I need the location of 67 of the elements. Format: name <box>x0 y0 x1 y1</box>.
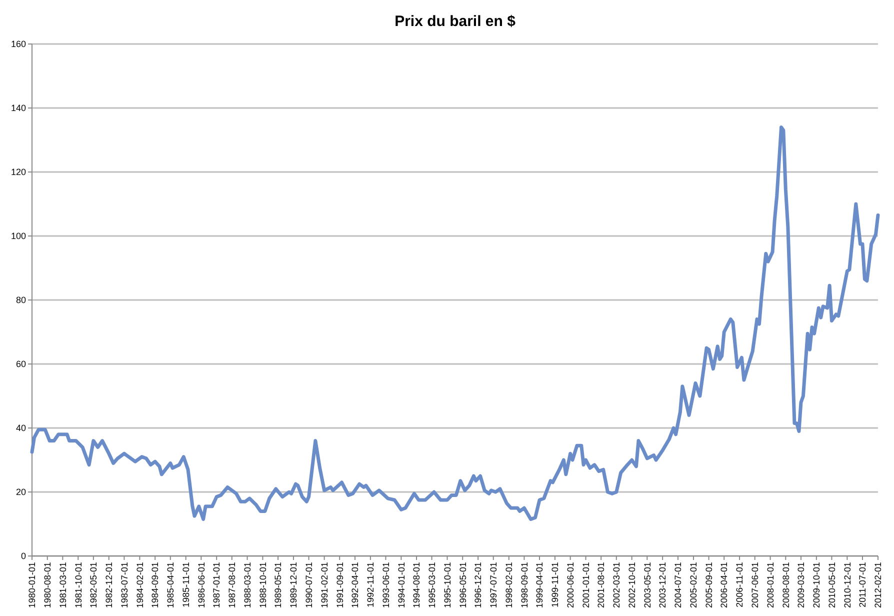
x-tick-label: 1981-10-01 <box>73 562 84 608</box>
x-tick-label: 2012-02-01 <box>873 562 884 608</box>
x-tick-label: 1996-12-01 <box>473 562 484 608</box>
x-tick-label: 1980-01-01 <box>27 562 38 608</box>
x-tick-label: 1980-08-01 <box>42 562 53 608</box>
y-tick-label: 140 <box>10 103 26 114</box>
x-tick-label: 2002-10-01 <box>626 562 637 608</box>
x-tick-label: 1991-09-01 <box>334 562 345 608</box>
x-tick-label: 1989-05-01 <box>273 562 284 608</box>
x-tick-label: 1991-02-01 <box>319 562 330 608</box>
x-tick-label: 1999-11-01 <box>550 562 560 608</box>
x-tick-label: 2001-01-01 <box>580 562 591 608</box>
x-tick-label: 1986-06-01 <box>196 562 206 608</box>
x-tick-label: 1987-01-01 <box>212 562 222 608</box>
x-tick-label: 2010-05-01 <box>826 562 837 608</box>
x-tick-label: 1988-03-01 <box>242 562 252 608</box>
y-tick-label: 40 <box>16 423 26 434</box>
chart-title: Prix du baril en $ <box>394 13 516 30</box>
x-tick-label: 1984-02-01 <box>134 562 145 608</box>
x-tick-label: 2006-04-01 <box>719 562 730 608</box>
x-tick-label: 2008-01-01 <box>765 562 776 608</box>
x-tick-label: 1984-09-01 <box>150 562 160 608</box>
x-tick-label: 2005-09-01 <box>704 562 714 608</box>
x-tick-label: 1987-08-01 <box>227 562 238 608</box>
x-tick-label: 1989-12-01 <box>288 562 299 608</box>
x-tick-label: 2003-05-01 <box>642 562 652 608</box>
x-tick-label: 2004-07-01 <box>673 562 684 608</box>
x-tick-label: 1992-11-01 <box>366 562 376 608</box>
y-tick-label: 80 <box>16 295 26 306</box>
x-tick-label: 1997-07-01 <box>488 562 499 608</box>
x-tick-label: 2001-08-01 <box>596 562 606 608</box>
x-tick-label: 1990-07-01 <box>304 562 314 608</box>
x-tick-label: 2007-06-01 <box>750 562 760 608</box>
x-tick-label: 2002-03-01 <box>612 562 622 608</box>
line-series <box>30 125 880 521</box>
x-tick-label: 1988-10-01 <box>258 562 268 608</box>
x-tick-label: 1994-01-01 <box>396 562 406 608</box>
x-tick-label: 2008-08-01 <box>780 562 791 608</box>
x-tick-label: 2009-10-01 <box>812 562 822 608</box>
x-tick-label: 2005-02-01 <box>688 562 699 608</box>
x-tick-label: 2011-07-01 <box>858 562 868 608</box>
x-tick-label: 2009-03-01 <box>796 562 806 608</box>
x-tick-label: 1998-09-01 <box>519 562 530 608</box>
y-tick-label: 160 <box>10 39 26 50</box>
y-tick-label: 20 <box>16 487 26 498</box>
x-tick-label: 1982-05-01 <box>88 562 99 608</box>
x-tick-label: 1998-02-01 <box>504 562 514 608</box>
y-tick-label: 120 <box>10 167 26 178</box>
x-tick-label: 1999-04-01 <box>534 562 545 608</box>
x-tick-label: 2003-12-01 <box>658 562 668 608</box>
x-tick-label: 1983-07-01 <box>119 562 130 608</box>
x-tick-label: 1982-12-01 <box>104 562 114 608</box>
x-tick-label: 1985-04-01 <box>166 562 176 608</box>
x-tick-label: 1981-03-01 <box>58 562 68 608</box>
x-tick-label: 1996-05-01 <box>458 562 468 608</box>
y-tick-label: 0 <box>20 551 26 562</box>
x-tick-label: 1994-08-01 <box>412 562 422 608</box>
y-tick-label: 100 <box>10 231 26 242</box>
x-tick-label: 2006-11-01 <box>734 562 745 608</box>
x-tick-label: 1995-10-01 <box>442 562 452 608</box>
x-tick-label: 1993-06-01 <box>380 562 391 608</box>
x-tick-label: 1992-04-01 <box>350 562 360 608</box>
x-tick-label: 1985-11-01 <box>180 562 191 608</box>
x-tick-label: 2010-12-01 <box>842 562 852 608</box>
y-tick-label: 60 <box>16 359 26 370</box>
x-tick-label: 2000-06-01 <box>565 562 576 608</box>
x-tick-label: 1995-03-01 <box>426 562 437 608</box>
